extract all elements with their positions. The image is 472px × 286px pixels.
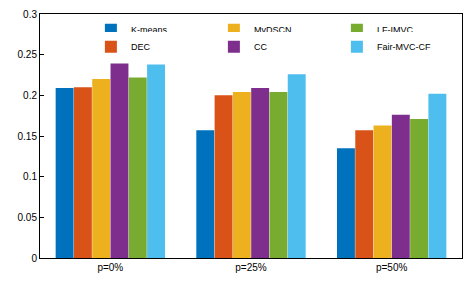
svg-text:LF-IMVC: LF-IMVC <box>376 25 413 36</box>
svg-text:0: 0 <box>31 253 37 264</box>
svg-text:p=25%: p=25% <box>235 262 267 273</box>
svg-text:p=50%: p=50% <box>376 262 408 273</box>
svg-text:DEC: DEC <box>131 42 151 52</box>
svg-text:K-means: K-means <box>130 25 167 36</box>
svg-text:MvDSCN: MvDSCN <box>253 25 292 36</box>
svg-text:p=0%: p=0% <box>97 262 123 273</box>
svg-text:CC: CC <box>254 42 267 52</box>
svg-text:0.15: 0.15 <box>18 131 38 142</box>
svg-text:0.1: 0.1 <box>23 171 37 182</box>
svg-text:0.2: 0.2 <box>23 90 37 101</box>
svg-text:0.3: 0.3 <box>23 9 37 20</box>
svg-text:0.05: 0.05 <box>18 212 38 223</box>
svg-text:Fair-MVC-CF: Fair-MVC-CF <box>377 42 431 52</box>
svg-text:0.25: 0.25 <box>18 49 38 60</box>
